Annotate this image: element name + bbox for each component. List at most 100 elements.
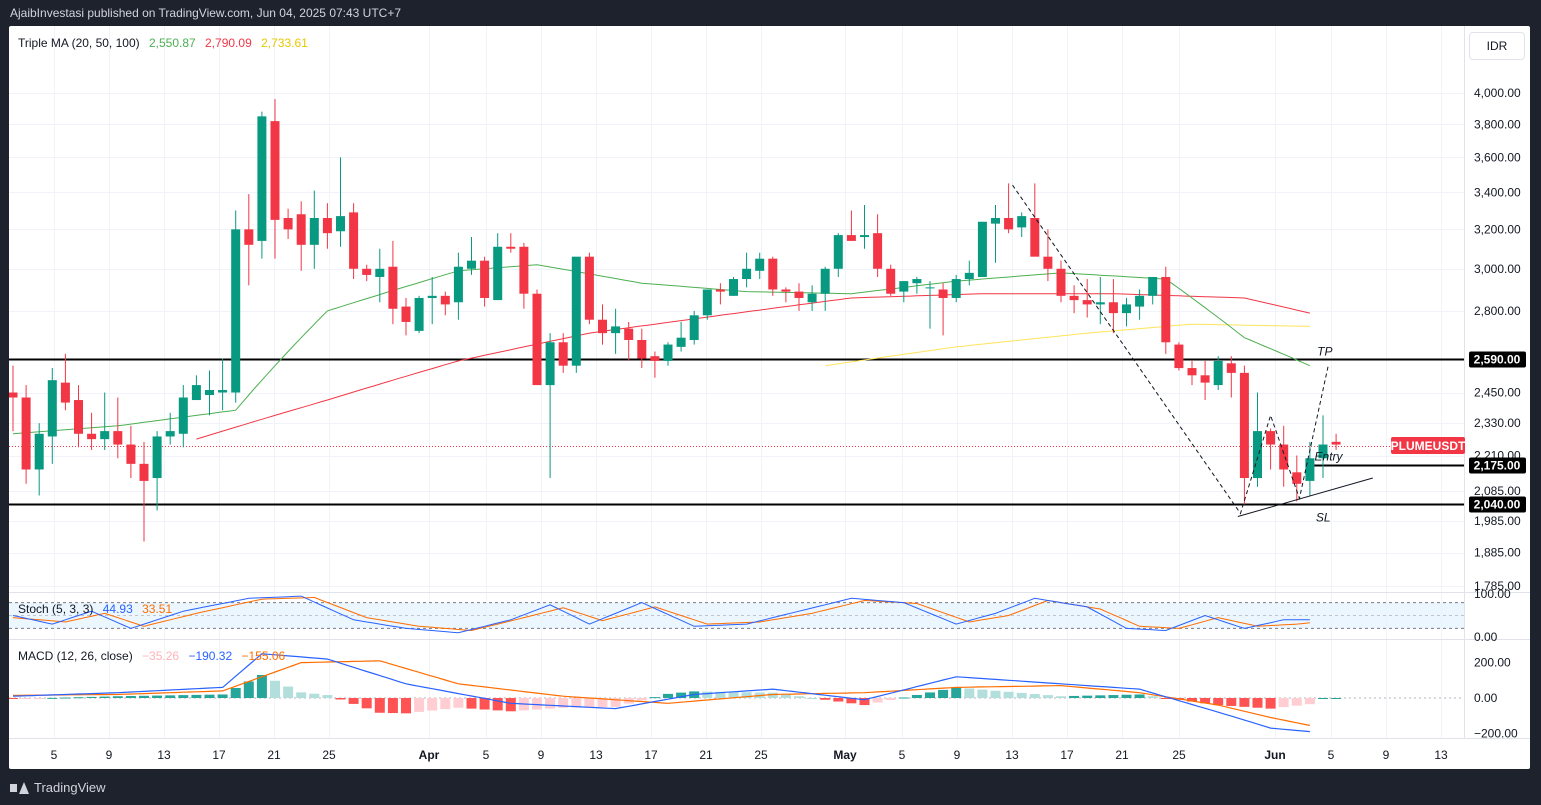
candle-body bbox=[34, 433, 44, 470]
time-tick-label: 5 bbox=[899, 748, 906, 762]
candle-body bbox=[349, 212, 359, 269]
candle-body bbox=[506, 246, 516, 249]
macd-bar bbox=[846, 698, 857, 704]
macd-bar bbox=[1108, 695, 1119, 698]
ma-legend: Triple MA (20, 50, 100) 2,550.87 2,790.0… bbox=[18, 36, 314, 50]
macd-bar bbox=[702, 691, 713, 698]
entry-label: Entry bbox=[1315, 450, 1344, 464]
macd-tick-label: 0.00 bbox=[1474, 691, 1498, 705]
candle-body bbox=[519, 246, 529, 294]
time-tick-label: 9 bbox=[106, 748, 113, 762]
price-tick-label: 2,085.00 bbox=[1474, 484, 1521, 498]
candle-body bbox=[388, 266, 398, 309]
macd-bar bbox=[898, 697, 909, 699]
candle-body bbox=[362, 268, 372, 275]
time-tick-label: 13 bbox=[589, 748, 603, 762]
macd-bar bbox=[1095, 695, 1106, 698]
macd-bar bbox=[584, 698, 595, 708]
price-tick-label: 3,600.00 bbox=[1474, 150, 1521, 164]
time-tick-label: 21 bbox=[1115, 748, 1129, 762]
entry-price-tag: 2,175.00 bbox=[1474, 459, 1521, 473]
macd-bar bbox=[741, 692, 752, 698]
candle-body bbox=[257, 116, 267, 241]
ma100-line bbox=[825, 323, 1310, 367]
currency-button[interactable]: IDR bbox=[1469, 32, 1525, 60]
macd-bar bbox=[938, 689, 949, 698]
candle-body bbox=[584, 256, 594, 320]
macd-bar bbox=[427, 698, 438, 711]
macd-bar bbox=[820, 698, 831, 700]
macd-bar bbox=[374, 698, 385, 713]
macd-bar bbox=[1318, 698, 1328, 699]
candle-body bbox=[178, 397, 188, 434]
time-tick-label: 5 bbox=[483, 748, 490, 762]
macd-bar bbox=[833, 698, 844, 702]
macd-bar bbox=[1160, 698, 1171, 699]
price-tick-label: 2,800.00 bbox=[1474, 304, 1521, 318]
macd-bar bbox=[322, 695, 333, 698]
candle-body bbox=[768, 258, 778, 290]
candle-body bbox=[493, 246, 503, 301]
macd-bar bbox=[1187, 698, 1197, 702]
stoch-k-value: 44.93 bbox=[102, 602, 133, 616]
candle-body bbox=[1305, 458, 1315, 481]
macd-bar bbox=[872, 698, 883, 703]
candle-body bbox=[87, 433, 97, 440]
price-tick-label: 1,785.00 bbox=[1474, 579, 1521, 593]
time-tick-label: 5 bbox=[1328, 748, 1335, 762]
candle-body bbox=[729, 279, 738, 296]
candle-body bbox=[1017, 216, 1027, 228]
macd-bar bbox=[1029, 694, 1040, 698]
stoch-legend: Stoch (5, 3, 3) 44.93 33.51 bbox=[18, 602, 178, 616]
candle-body bbox=[820, 268, 830, 294]
macd-bar bbox=[414, 698, 425, 712]
macd-bar bbox=[676, 692, 687, 698]
candle-body bbox=[1213, 360, 1223, 386]
candle-body bbox=[977, 221, 987, 277]
macd-bar bbox=[112, 696, 123, 698]
candle-body bbox=[558, 342, 568, 366]
symbol-tag: PLUMEUSDT bbox=[1391, 439, 1466, 453]
macd-bar bbox=[1226, 698, 1237, 706]
macd-bar bbox=[505, 698, 516, 712]
candles bbox=[9, 99, 1341, 542]
candle-body bbox=[532, 293, 542, 386]
candle-body bbox=[375, 268, 385, 277]
candle-body bbox=[912, 279, 922, 284]
price-tick-label: 2,330.00 bbox=[1474, 416, 1521, 430]
macd-bar bbox=[1291, 698, 1302, 706]
header-publish-text: AjaibInvestasi published on TradingView.… bbox=[10, 6, 402, 20]
candle-body bbox=[231, 229, 241, 393]
macd-bar bbox=[951, 687, 962, 698]
price-tick-label: 1,985.00 bbox=[1474, 514, 1521, 528]
candle-body bbox=[755, 258, 765, 271]
macd-bar bbox=[1200, 698, 1211, 704]
chart-canvas[interactable]: TP Entry SL 4,000.00 3,800.00 3,600.00 3,400.0… bbox=[9, 26, 1530, 769]
candle-body bbox=[860, 235, 869, 238]
candle-body bbox=[1043, 256, 1053, 269]
macd-bar bbox=[1252, 698, 1263, 708]
candle-body bbox=[9, 392, 18, 398]
candle-body bbox=[1331, 441, 1341, 445]
candle-body bbox=[702, 289, 712, 316]
sl-label: SL bbox=[1316, 511, 1331, 525]
stoch-tick-label: 0.00 bbox=[1474, 630, 1498, 644]
chart-frame[interactable]: TP Entry SL 4,000.00 3,800.00 3,600.00 3,400.0… bbox=[9, 26, 1530, 769]
macd-bar bbox=[73, 697, 84, 699]
macd-bar bbox=[1213, 698, 1224, 706]
candle-body bbox=[1226, 363, 1236, 373]
time-tick-label: 21 bbox=[699, 748, 713, 762]
candle-body bbox=[100, 431, 110, 440]
macd-bar bbox=[47, 697, 58, 699]
stoch-k-line bbox=[12, 595, 1310, 634]
price-tick-label: 1,885.00 bbox=[1474, 546, 1521, 560]
ma50-value: 2,790.09 bbox=[205, 36, 252, 50]
footer-brand: TradingView bbox=[34, 780, 106, 795]
price-tick-label: 3,200.00 bbox=[1474, 222, 1521, 236]
macd-bar bbox=[309, 693, 320, 698]
candle-body bbox=[113, 431, 123, 445]
macd-bar bbox=[191, 694, 202, 698]
candle-body bbox=[715, 289, 725, 292]
candle-body bbox=[899, 281, 909, 292]
footer[interactable]: TradingView bbox=[10, 780, 106, 795]
